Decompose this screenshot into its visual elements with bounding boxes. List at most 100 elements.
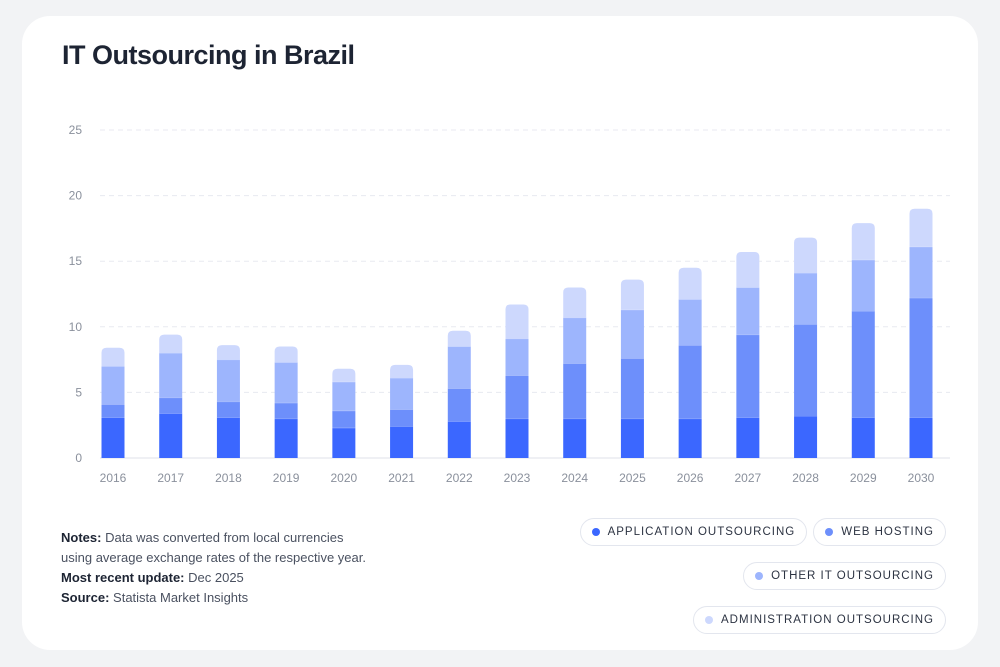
bar-segment[interactable]	[101, 404, 125, 418]
bar-segment[interactable]	[909, 297, 933, 418]
x-tick-label: 2025	[619, 471, 646, 485]
legend-item-web-hosting[interactable]: WEB HOSTING	[813, 518, 946, 546]
legend-label: ADMINISTRATION OUTSOURCING	[721, 614, 934, 626]
y-tick-label: 20	[69, 189, 83, 203]
x-tick-label: 2018	[215, 471, 242, 485]
bar-segment[interactable]	[447, 421, 471, 458]
bar-segment[interactable]	[447, 330, 471, 347]
bar-segment[interactable]	[274, 418, 298, 458]
update-label: Most recent update:	[61, 570, 185, 585]
legend-dot-icon	[825, 528, 834, 536]
legend-item-administration-outsourcing[interactable]: ADMINISTRATION OUTSOURCING	[693, 606, 946, 634]
x-tick-label: 2030	[908, 471, 935, 485]
bar-segment[interactable]	[620, 309, 644, 359]
bar-segment[interactable]	[851, 223, 875, 260]
bar-segment[interactable]	[678, 267, 702, 300]
bar-segment[interactable]	[851, 259, 875, 312]
source-label: Source:	[61, 590, 110, 605]
bar-segment[interactable]	[736, 287, 760, 335]
bar-segment[interactable]	[678, 299, 702, 346]
legend: APPLICATION OUTSOURCING WEB HOSTING OTHE…	[526, 518, 946, 634]
x-tick-label: 2024	[561, 471, 588, 485]
bar-segment[interactable]	[505, 375, 529, 419]
y-tick-label: 10	[69, 320, 83, 334]
legend-item-other-it-outsourcing[interactable]: OTHER IT OUTSOURCING	[743, 562, 946, 590]
bar-segment[interactable]	[101, 417, 125, 458]
bar-segment[interactable]	[909, 208, 933, 247]
bar-segment[interactable]	[447, 388, 471, 422]
x-tick-label: 2016	[100, 471, 127, 485]
x-tick-label: 2023	[504, 471, 531, 485]
bar-segment[interactable]	[274, 402, 298, 419]
bar-segment[interactable]	[101, 366, 125, 405]
x-tick-label: 2027	[735, 471, 762, 485]
bar-segment[interactable]	[736, 252, 760, 288]
y-tick-label: 25	[69, 123, 83, 137]
update-value: Dec 2025	[188, 570, 244, 585]
legend-dot-icon	[591, 528, 600, 536]
x-tick-label: 2019	[273, 471, 300, 485]
bar-segment[interactable]	[563, 418, 587, 458]
notes-block: Notes: Data was converted from local cur…	[61, 528, 366, 608]
bar-segment[interactable]	[332, 381, 356, 411]
bar-segment[interactable]	[390, 377, 414, 410]
bar-segment[interactable]	[216, 401, 240, 418]
bar-segment[interactable]	[216, 417, 240, 458]
bar-segment[interactable]	[101, 347, 125, 367]
bar-segment[interactable]	[678, 418, 702, 458]
x-tick-label: 2017	[157, 471, 184, 485]
bar-segment[interactable]	[274, 346, 298, 363]
chart-title: IT Outsourcing in Brazil	[62, 40, 355, 70]
bar-segment[interactable]	[159, 413, 183, 458]
bar-segment[interactable]	[563, 363, 587, 419]
bar-segment[interactable]	[851, 311, 875, 418]
chart-card	[22, 16, 978, 650]
bar-segment[interactable]	[736, 334, 760, 418]
bar-segment[interactable]	[332, 427, 356, 458]
x-tick-label: 2022	[446, 471, 473, 485]
bar-segment[interactable]	[794, 416, 818, 458]
bar-segment[interactable]	[620, 279, 644, 310]
bar-segment[interactable]	[794, 273, 818, 325]
legend-dot-icon	[705, 616, 714, 624]
y-tick-label: 0	[75, 451, 82, 465]
bar-segment[interactable]	[909, 246, 933, 298]
bar-segment[interactable]	[159, 334, 183, 354]
bar-segment[interactable]	[390, 364, 414, 378]
x-tick-label: 2026	[677, 471, 704, 485]
bar-segment[interactable]	[563, 317, 587, 364]
notes-label: Notes:	[61, 530, 102, 545]
legend-label: OTHER IT OUTSOURCING	[771, 570, 934, 582]
bar-segment[interactable]	[216, 345, 240, 360]
x-tick-label: 2021	[388, 471, 415, 485]
y-tick-label: 15	[69, 254, 83, 268]
bar-segment[interactable]	[332, 410, 356, 428]
bar-segment[interactable]	[216, 359, 240, 402]
bar-segment[interactable]	[620, 358, 644, 419]
bar-segment[interactable]	[505, 338, 529, 376]
bar-segment[interactable]	[390, 409, 414, 427]
x-tick-label: 2028	[792, 471, 819, 485]
bar-segment[interactable]	[620, 418, 644, 458]
notes-text: Data was converted from local currencies	[105, 530, 344, 545]
bar-segment[interactable]	[159, 353, 183, 398]
bar-segment[interactable]	[159, 397, 183, 414]
bar-segment[interactable]	[505, 304, 529, 339]
legend-item-application-outsourcing[interactable]: APPLICATION OUTSOURCING	[579, 518, 808, 546]
x-tick-label: 2020	[331, 471, 358, 485]
bar-segment[interactable]	[851, 417, 875, 458]
bar-segment[interactable]	[794, 237, 818, 274]
bar-segment[interactable]	[909, 417, 933, 458]
bar-segment[interactable]	[332, 368, 356, 382]
bar-segment[interactable]	[678, 345, 702, 419]
bar-segment[interactable]	[794, 324, 818, 417]
legend-label: WEB HOSTING	[841, 526, 934, 538]
bar-segment[interactable]	[563, 287, 587, 318]
bar-segment[interactable]	[505, 418, 529, 458]
bar-segment[interactable]	[736, 417, 760, 458]
bar-segment[interactable]	[274, 362, 298, 403]
bar-segment[interactable]	[390, 426, 414, 458]
bar-segment[interactable]	[447, 346, 471, 389]
x-tick-label: 2029	[850, 471, 877, 485]
